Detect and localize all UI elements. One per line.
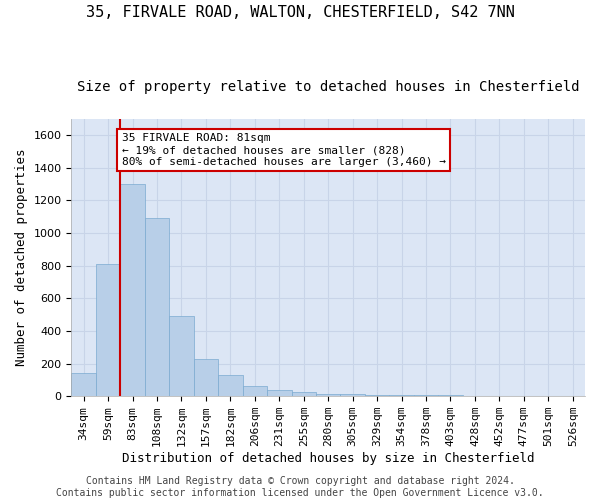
Bar	[71, 374, 96, 396]
Bar	[121, 184, 145, 396]
Text: 35, FIRVALE ROAD, WALTON, CHESTERFIELD, S42 7NN: 35, FIRVALE ROAD, WALTON, CHESTERFIELD, …	[86, 5, 514, 20]
Bar	[365, 394, 389, 396]
Bar	[340, 394, 365, 396]
Bar	[194, 358, 218, 396]
Bar	[242, 386, 267, 396]
Bar	[292, 392, 316, 396]
Bar	[316, 394, 340, 396]
Text: Contains HM Land Registry data © Crown copyright and database right 2024.
Contai: Contains HM Land Registry data © Crown c…	[56, 476, 544, 498]
Bar	[414, 395, 438, 396]
Bar	[96, 264, 121, 396]
Bar	[389, 395, 414, 396]
Bar	[169, 316, 194, 396]
X-axis label: Distribution of detached houses by size in Chesterfield: Distribution of detached houses by size …	[122, 452, 535, 465]
Title: Size of property relative to detached houses in Chesterfield: Size of property relative to detached ho…	[77, 80, 580, 94]
Bar	[145, 218, 169, 396]
Y-axis label: Number of detached properties: Number of detached properties	[15, 149, 28, 366]
Bar	[218, 375, 242, 396]
Bar	[267, 390, 292, 396]
Text: 35 FIRVALE ROAD: 81sqm
← 19% of detached houses are smaller (828)
80% of semi-de: 35 FIRVALE ROAD: 81sqm ← 19% of detached…	[122, 134, 446, 166]
